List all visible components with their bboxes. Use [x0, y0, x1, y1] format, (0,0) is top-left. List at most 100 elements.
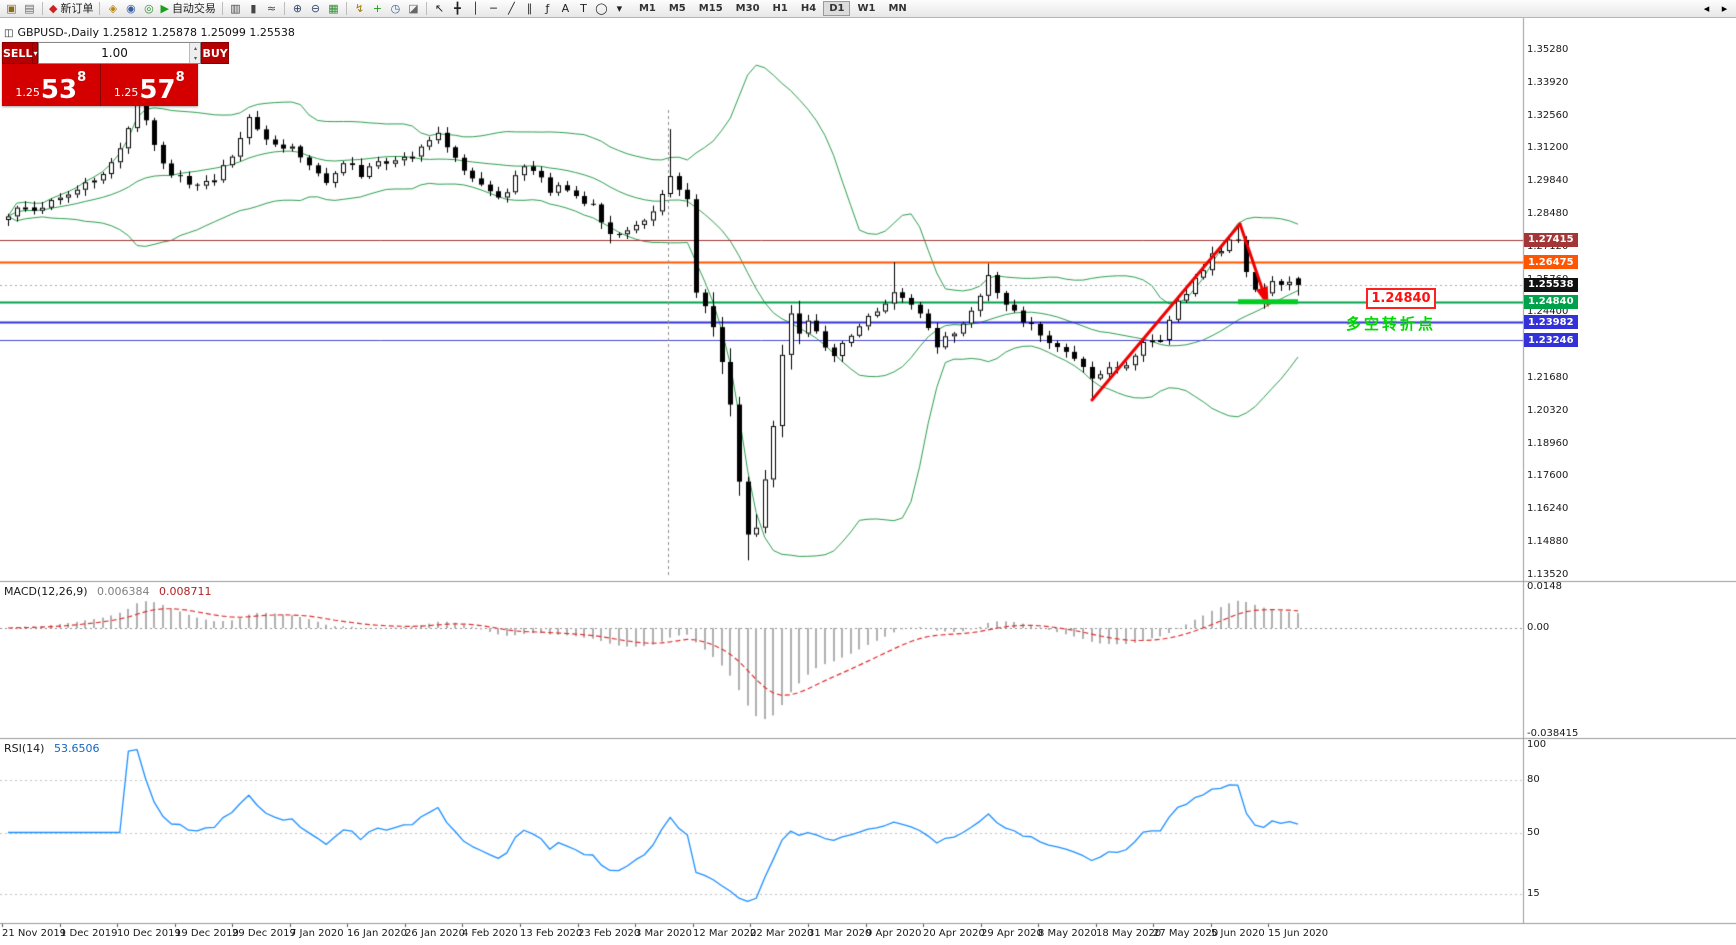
price-callout-box[interactable]: 1.24840 [1366, 288, 1436, 309]
date-axis-label: 20 Apr 2020 [923, 928, 985, 939]
channel-button[interactable]: ∥ [521, 1, 538, 17]
macd-axis-label: 0.0148 [1527, 581, 1562, 593]
navigator-icon-icon: ◎ [144, 2, 154, 15]
volume-up-button[interactable]: ▴ [190, 43, 201, 53]
timeframe-m30-button[interactable]: M30 [735, 3, 760, 14]
templates-button[interactable]: ◪ [405, 1, 422, 17]
toolbar-separator [345, 2, 347, 15]
sell-price-button[interactable]: 1.25 53 8 [2, 64, 101, 106]
zoom-out-button[interactable]: ⊖ [307, 1, 324, 17]
horizontal-line-button[interactable]: ─ [485, 1, 502, 17]
shapes-dropdown-icon: ▾ [616, 2, 623, 15]
data-window-icon[interactable]: ◉ [122, 1, 139, 17]
rsi-axis-label: 100 [1527, 739, 1547, 750]
toolbar-scroll-left-button[interactable]: ◂ [1703, 2, 1710, 15]
sell-price-big: 53 [40, 75, 78, 106]
shapes-dropdown[interactable]: ▾ [611, 1, 628, 17]
templates-icon: ◪ [408, 2, 419, 15]
order-type-dropdown[interactable]: ▾ [33, 42, 39, 64]
zoom-out-icon: ⊖ [310, 2, 321, 15]
periods-button[interactable]: ◷ [387, 1, 404, 17]
timeframe-d1-button[interactable]: D1 [823, 1, 851, 16]
annotation-note-text[interactable]: 多空转折点 [1346, 315, 1437, 333]
sell-button[interactable]: SELL [2, 42, 34, 64]
price-tag: 1.26475 [1524, 255, 1578, 270]
crosshair-button[interactable]: ╋ [449, 1, 466, 17]
add-indicator-icon: + [372, 2, 383, 15]
volume-input[interactable] [39, 43, 190, 63]
one-click-trading-panel: SELL ▾ ▴ ▾ BUY 1.25 53 8 1.25 57 [2, 42, 229, 106]
price-tag: 1.23246 [1524, 333, 1578, 348]
candlestick-chart-button[interactable]: ▮ [245, 1, 262, 17]
market-watch-icon-icon: ◈ [108, 2, 118, 15]
label-button[interactable]: T [575, 1, 592, 17]
date-axis-label: 8 May 2020 [1038, 928, 1097, 939]
new-chart-button[interactable]: ▣ [3, 1, 20, 17]
toolbar-separator [425, 2, 427, 15]
autotrading-icon: ▶ [160, 2, 169, 15]
text-button[interactable]: A [557, 1, 574, 17]
date-axis-label: 1 Dec 2019 [60, 928, 118, 939]
rsi-name: RSI(14) [4, 742, 45, 755]
toolbar-scroll-right-button[interactable]: ▸ [1721, 2, 1728, 15]
price-axis-label: 1.24400 [1527, 306, 1569, 318]
timeframe-m15-button[interactable]: M15 [698, 3, 723, 14]
date-axis-label: 13 Feb 2020 [520, 928, 583, 939]
timeframe-h4-button[interactable]: H4 [800, 3, 817, 14]
new-chart-icon: ▣ [6, 2, 17, 15]
chart-ohlc-values: 1.25812 1.25878 1.25099 1.25538 [102, 26, 295, 39]
zoom-in-icon: ⊕ [292, 2, 303, 15]
toolbar-separator [42, 2, 43, 15]
date-axis-label: 16 Jan 2020 [347, 928, 407, 939]
line-chart-button[interactable]: ≈ [263, 1, 280, 17]
macd-label: MACD(12,26,9) 0.006384 0.008711 [4, 585, 212, 598]
timeframe-h1-button[interactable]: H1 [772, 3, 788, 14]
vertical-line-button[interactable]: │ [467, 1, 484, 17]
rsi-value: 53.6506 [53, 742, 100, 755]
buy-button[interactable]: BUY [201, 42, 229, 64]
price-tag: 1.27415 [1524, 232, 1578, 247]
bar-chart-icon: ▥ [230, 2, 241, 15]
volume-field: ▴ ▾ [38, 42, 202, 64]
profiles-button[interactable]: ▤ [21, 1, 38, 17]
tile-windows-button[interactable]: ▦ [325, 1, 342, 17]
add-indicator-button[interactable]: + [369, 1, 386, 17]
price-tag: 1.23982 [1524, 315, 1578, 330]
autotrading-button[interactable]: ▶ 自动交易 [158, 1, 217, 17]
price-axis-label: 1.31200 [1527, 142, 1569, 154]
tile-windows-icon: ▦ [328, 2, 339, 15]
indicators-button[interactable]: ↯ [351, 1, 368, 17]
timeframe-w1-button[interactable]: W1 [857, 3, 876, 14]
line-chart-icon: ≈ [266, 2, 277, 15]
bar-chart-button[interactable]: ▥ [227, 1, 244, 17]
price-axis-label: 1.21680 [1527, 372, 1569, 383]
buy-price-button[interactable]: 1.25 57 8 [101, 64, 199, 106]
date-axis-label: 15 Jun 2020 [1268, 928, 1329, 939]
timeframe-m5-button[interactable]: M5 [668, 3, 686, 14]
timeframe-m1-button[interactable]: M1 [638, 3, 656, 14]
new-order-button[interactable]: ◆ 新订单 [47, 1, 95, 17]
indicators-icon: ↯ [354, 2, 365, 15]
chart-title: ◫ GBPUSD-,Daily 1.25812 1.25878 1.25099 1… [4, 26, 295, 39]
macd-axis-label: 0.00 [1527, 622, 1550, 633]
navigator-icon[interactable]: ◎ [140, 1, 157, 17]
zoom-in-button[interactable]: ⊕ [289, 1, 306, 17]
shapes-button[interactable]: ◯ [593, 1, 610, 17]
fibonacci-button[interactable]: ƒ [539, 1, 556, 17]
sell-price-small: 1.25 [15, 86, 40, 99]
volume-down-button[interactable]: ▾ [190, 53, 201, 63]
timeframe-mn-button[interactable]: MN [888, 3, 907, 14]
trendline-icon: ╱ [508, 2, 515, 15]
date-axis-label: 9 Apr 2020 [866, 928, 922, 939]
date-axis-label: 10 Dec 2019 [117, 928, 181, 939]
trendline-button[interactable]: ╱ [503, 1, 520, 17]
toolbar-separator [221, 2, 223, 15]
market-watch-icon[interactable]: ◈ [104, 1, 121, 17]
new-order-icon: ◆ [49, 2, 58, 15]
date-axis-label: 19 Dec 2019 [175, 928, 239, 939]
sell-price-sup: 8 [77, 70, 87, 85]
profiles-icon: ▤ [24, 2, 35, 15]
cursor-button[interactable]: ↖ [431, 1, 448, 17]
volume-stepper: ▴ ▾ [189, 43, 201, 63]
